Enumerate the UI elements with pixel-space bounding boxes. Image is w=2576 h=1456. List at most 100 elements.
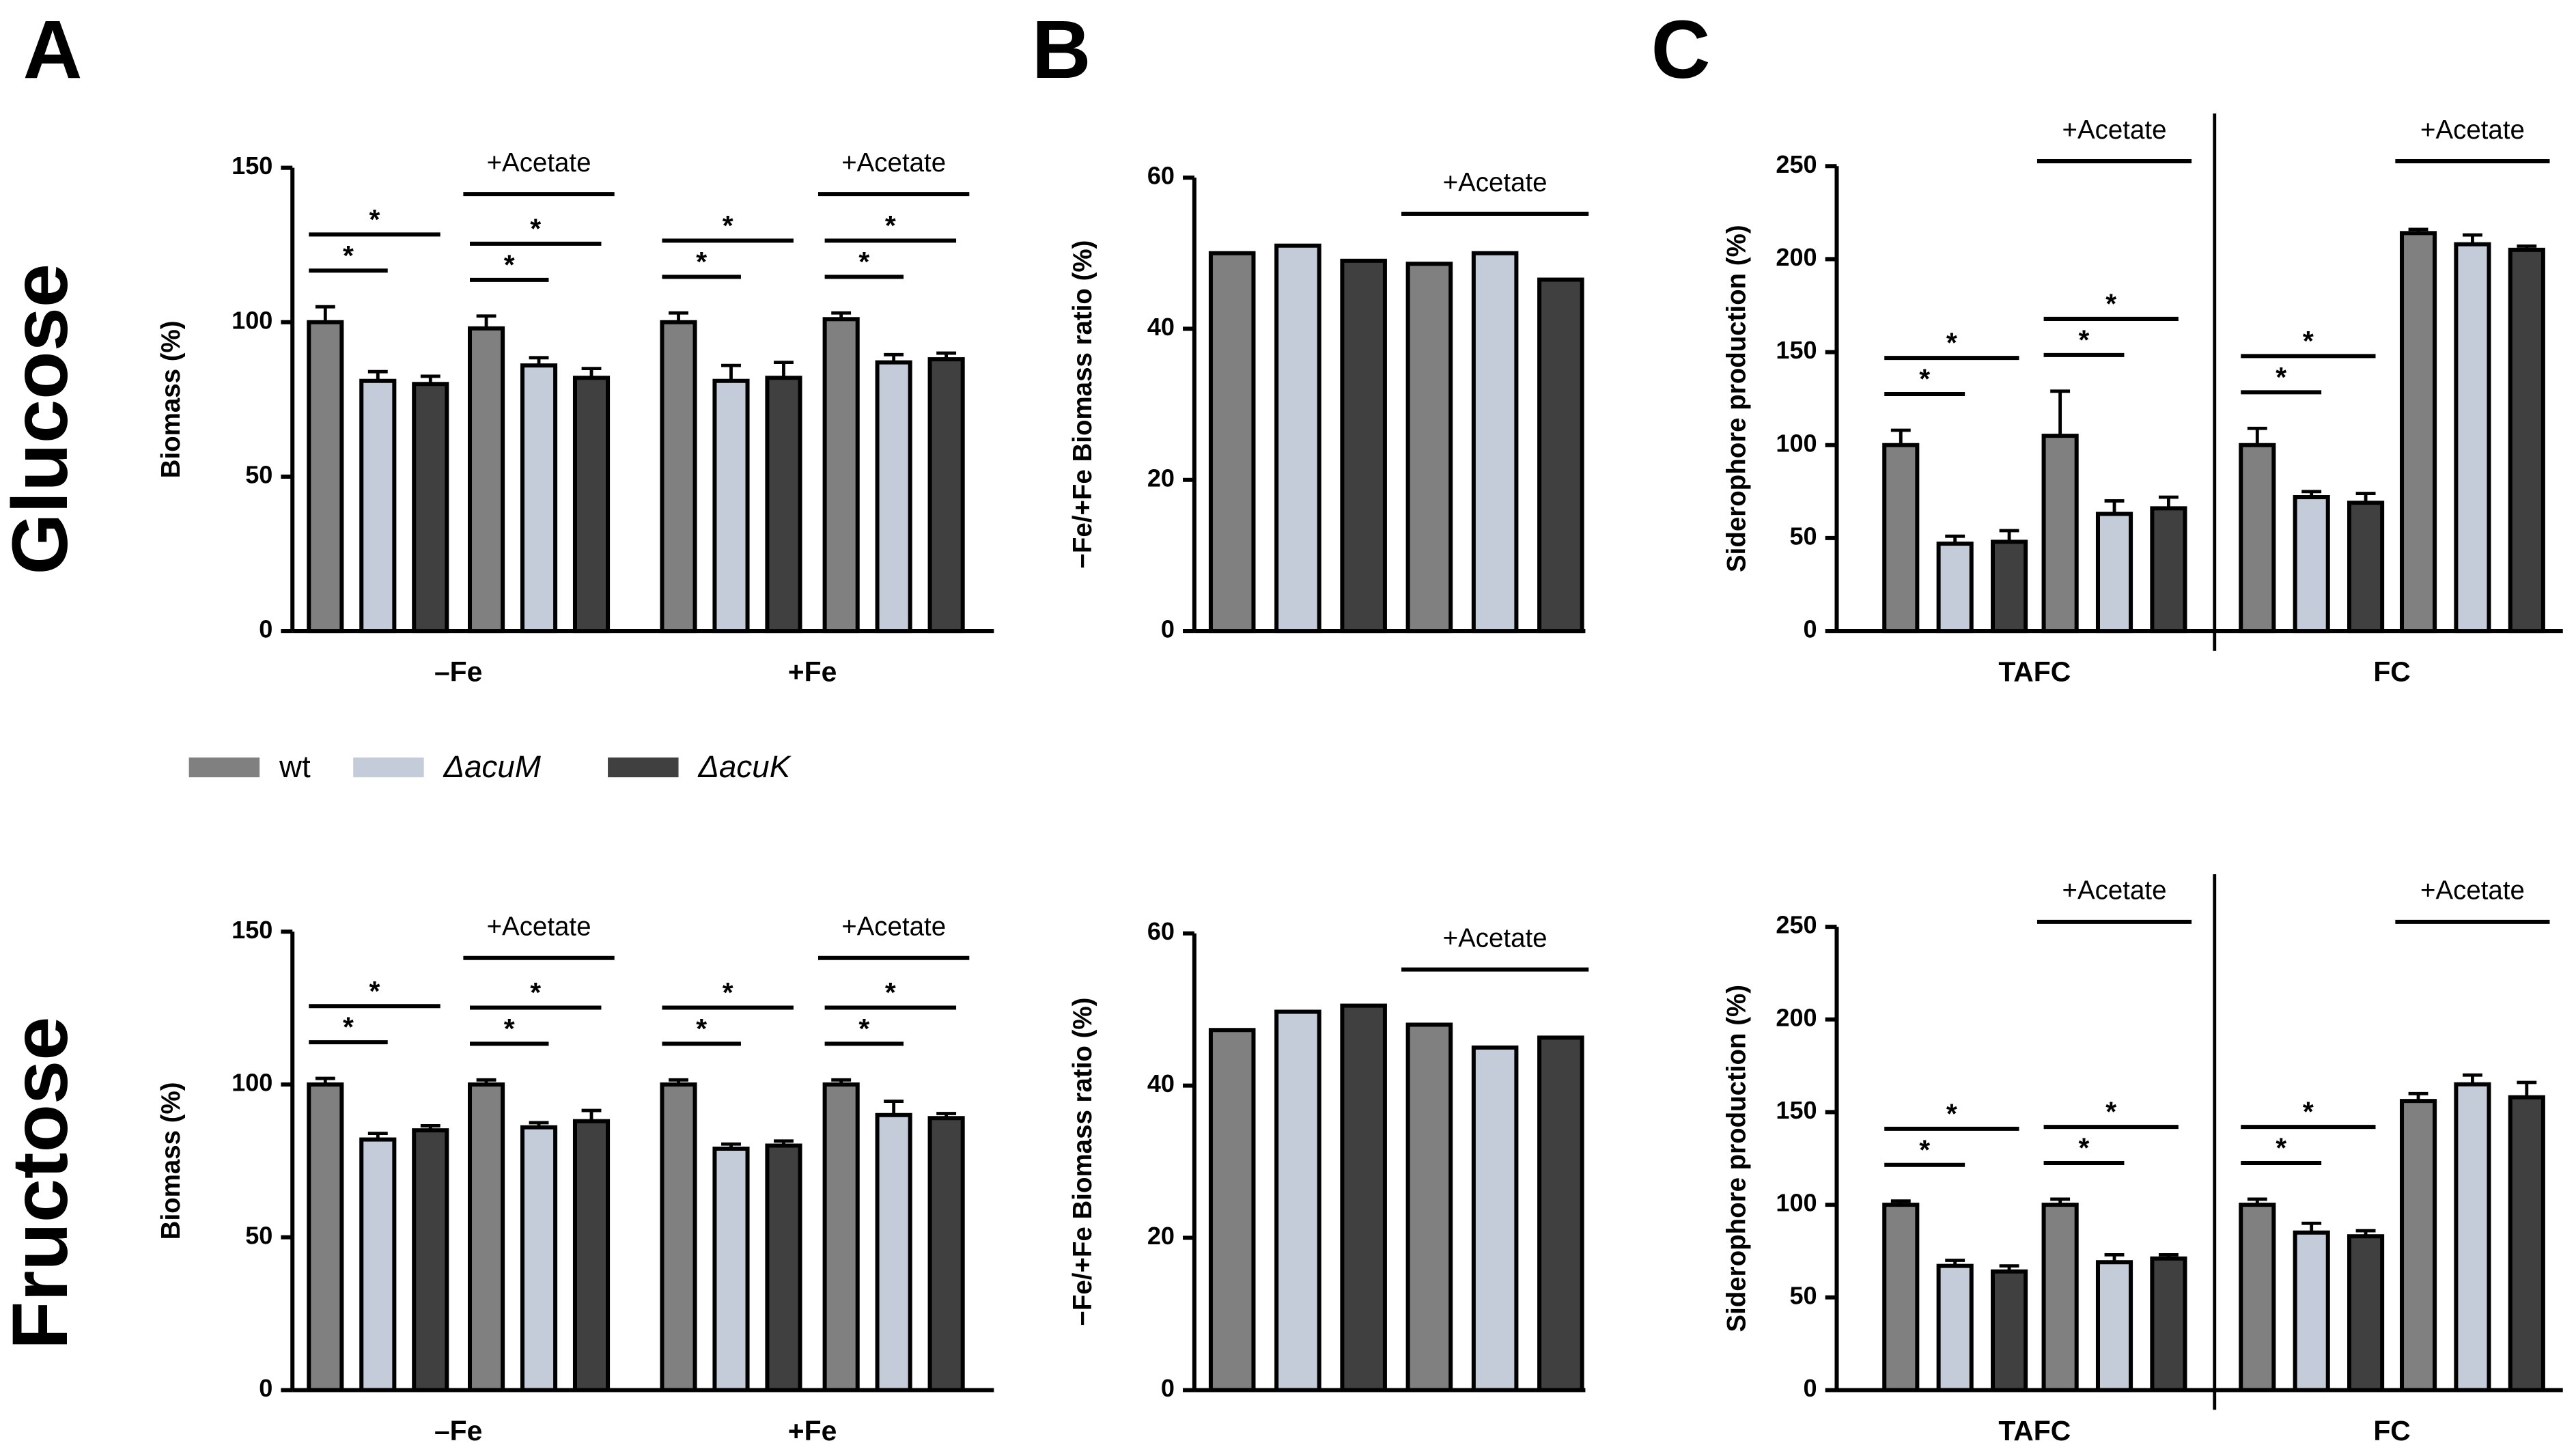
y-tick-label: 150 [232, 916, 272, 944]
bar [2508, 1095, 2545, 1392]
bar [765, 376, 802, 634]
significance: * [723, 210, 733, 241]
y-tick-label: 20 [1147, 1222, 1175, 1250]
y-tick-label: 250 [1776, 150, 1817, 178]
bar [2095, 1260, 2133, 1392]
significance: * [2303, 325, 2314, 356]
significance: * [530, 212, 541, 244]
annotation: +Acetate [2062, 115, 2167, 145]
annotation: +Acetate [2420, 876, 2525, 906]
annotation: +Acetate [487, 148, 591, 178]
bar [2150, 1256, 2187, 1392]
significance: * [2079, 324, 2090, 355]
bar [1537, 1035, 1584, 1392]
y-tick-label: 250 [1776, 911, 1817, 939]
significance: * [885, 977, 896, 1008]
significance: * [1946, 1097, 1957, 1129]
group-label: +Fe [788, 656, 837, 687]
y-tick-label: 0 [1804, 1374, 1817, 1402]
bar [1882, 443, 1920, 634]
y-tick-label: 60 [1147, 162, 1175, 190]
legend-label: ΔacuM [443, 749, 542, 784]
bar [927, 357, 965, 634]
bar [2239, 1203, 2276, 1392]
significance: * [885, 210, 896, 241]
bar [2293, 494, 2330, 634]
bar [412, 1128, 449, 1392]
y-tick-label: 0 [1804, 615, 1817, 643]
significance: * [723, 977, 733, 1008]
bar [1471, 1045, 1519, 1392]
row-label: Glucose [0, 264, 84, 575]
bar [875, 360, 912, 634]
legend-label: ΔacuK [697, 749, 792, 784]
bar [359, 1137, 397, 1392]
row-label: Fructose [0, 1017, 84, 1350]
y-tick-label: 200 [1776, 243, 1817, 271]
bar [1991, 540, 2028, 634]
bar [2239, 443, 2276, 634]
bar [572, 376, 611, 634]
bar [1537, 277, 1584, 634]
significance: * [858, 246, 869, 277]
significance: * [1919, 363, 1930, 395]
group-label: –Fe [434, 656, 482, 687]
bar [359, 378, 397, 634]
bar [2041, 434, 2079, 634]
y-tick-label: 150 [232, 152, 272, 180]
bar [927, 1116, 965, 1392]
bar [1274, 243, 1321, 634]
bar [1208, 251, 1256, 634]
significance: * [2276, 361, 2286, 393]
y-axis-label: −Fe/+Fe Biomass ratio (%) [1068, 240, 1097, 569]
y-tick-label: 50 [245, 1221, 272, 1249]
y-tick-label: 40 [1147, 313, 1175, 341]
bar [712, 378, 750, 634]
group-label: +Fe [788, 1415, 837, 1446]
significance: * [1946, 327, 1957, 359]
bar [2347, 1234, 2385, 1392]
bar [467, 1082, 505, 1392]
annotation: +Acetate [1443, 923, 1548, 953]
y-tick-label: 50 [1789, 522, 1817, 550]
y-tick-label: 200 [1776, 1003, 1817, 1031]
significance: * [2079, 1132, 2090, 1164]
bar [2454, 242, 2491, 634]
significance: * [2105, 288, 2116, 319]
y-axis-label: −Fe/+Fe Biomass ratio (%) [1068, 998, 1097, 1326]
legend-swatch [608, 757, 679, 778]
group-label: FC [2373, 1415, 2411, 1446]
significance: * [696, 1013, 707, 1044]
significance: * [696, 246, 707, 277]
group-label: FC [2373, 656, 2411, 687]
y-tick-label: 0 [1161, 1374, 1175, 1402]
bar [660, 320, 697, 634]
legend-swatch [353, 757, 424, 778]
bar [467, 326, 505, 634]
bar [572, 1119, 611, 1392]
y-tick-label: 100 [232, 1069, 272, 1097]
panel-label: A [23, 4, 83, 96]
bar [1936, 542, 1974, 634]
y-tick-label: 0 [259, 615, 272, 643]
bar [2095, 512, 2133, 634]
bar [1274, 1009, 1321, 1392]
annotation: +Acetate [2420, 115, 2525, 145]
y-tick-label: 0 [259, 1374, 272, 1402]
significance: * [2303, 1096, 2314, 1128]
significance: * [504, 1013, 515, 1044]
bar [2399, 1099, 2437, 1392]
bar [2454, 1082, 2491, 1392]
y-axis-label: Siderophore production (%) [1722, 225, 1751, 572]
significance: * [858, 1013, 869, 1044]
significance: * [343, 1011, 354, 1043]
y-tick-label: 100 [1776, 429, 1817, 457]
bar [822, 1082, 860, 1392]
bar [1882, 1203, 1920, 1392]
bar [1208, 1028, 1256, 1392]
bar [412, 382, 449, 634]
annotation: +Acetate [487, 912, 591, 942]
y-axis-label: Biomass (%) [156, 1082, 186, 1240]
significance: * [2105, 1096, 2116, 1128]
